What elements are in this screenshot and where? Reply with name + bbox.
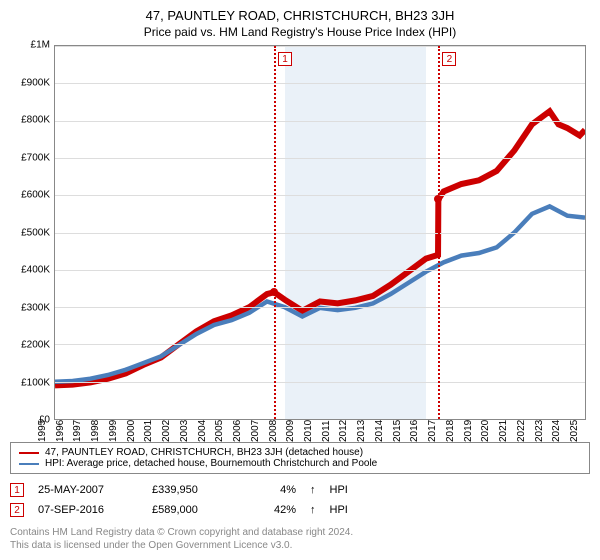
grid-line [55, 233, 585, 234]
x-tick-label: 2001 [143, 420, 154, 442]
y-tick-label: £700K [21, 152, 50, 163]
x-tick-label: 2007 [250, 420, 261, 442]
event-vline [438, 46, 440, 419]
x-tick-label: 2003 [179, 420, 190, 442]
x-tick-label: 1996 [55, 420, 66, 442]
event-marker: 1 [278, 52, 292, 66]
grid-line [55, 195, 585, 196]
arrow-up-icon: ↑ [310, 504, 316, 516]
legend-item: 47, PAUNTLEY ROAD, CHRISTCHURCH, BH23 3J… [19, 447, 581, 458]
legend: 47, PAUNTLEY ROAD, CHRISTCHURCH, BH23 3J… [10, 442, 590, 474]
event-marker: 2 [442, 52, 456, 66]
arrow-up-icon: ↑ [310, 484, 316, 496]
grid-line [55, 344, 585, 345]
sale-index: 1 [10, 483, 24, 497]
legend-label: 47, PAUNTLEY ROAD, CHRISTCHURCH, BH23 3J… [45, 447, 363, 458]
x-tick-label: 2020 [480, 420, 491, 442]
grid-line [55, 382, 585, 383]
x-tick-label: 2004 [197, 420, 208, 442]
chart-container: 47, PAUNTLEY ROAD, CHRISTCHURCH, BH23 3J… [0, 0, 600, 560]
footer-line1: Contains HM Land Registry data © Crown c… [10, 526, 590, 539]
x-tick-label: 2024 [551, 420, 562, 442]
x-tick-label: 2002 [161, 420, 172, 442]
y-tick-label: £800K [21, 115, 50, 126]
x-tick-label: 2008 [268, 420, 279, 442]
y-tick-label: £100K [21, 377, 50, 388]
x-tick-label: 2022 [516, 420, 527, 442]
x-tick-label: 2009 [285, 420, 296, 442]
plot-area: 12 [54, 45, 586, 420]
x-tick-label: 2000 [126, 420, 137, 442]
grid-line [55, 270, 585, 271]
legend-swatch [19, 452, 39, 454]
sale-price: £339,950 [152, 484, 232, 496]
x-tick-label: 2017 [427, 420, 438, 442]
grid-line [55, 46, 585, 47]
sale-row: 2 07-SEP-2016 £589,000 42% ↑ HPI [10, 500, 590, 520]
x-tick-label: 2012 [338, 420, 349, 442]
y-tick-label: £200K [21, 340, 50, 351]
y-tick-label: £500K [21, 227, 50, 238]
y-tick-label: £400K [21, 265, 50, 276]
sale-vs: HPI [330, 484, 348, 496]
x-tick-label: 2018 [445, 420, 456, 442]
chart-title: 47, PAUNTLEY ROAD, CHRISTCHURCH, BH23 3J… [10, 8, 590, 23]
y-tick-label: £1M [31, 40, 50, 51]
x-tick-label: 2025 [569, 420, 580, 442]
event-vline [274, 46, 276, 419]
y-tick-label: £600K [21, 190, 50, 201]
x-tick-label: 1997 [72, 420, 83, 442]
sales-table: 1 25-MAY-2007 £339,950 4% ↑ HPI 2 07-SEP-2016 £5… [10, 480, 590, 520]
sale-row: 1 25-MAY-2007 £339,950 4% ↑ HPI [10, 480, 590, 500]
y-tick-label: £900K [21, 77, 50, 88]
x-tick-label: 2016 [409, 420, 420, 442]
sale-diff: 42% [246, 504, 296, 516]
y-tick-label: £300K [21, 302, 50, 313]
event-dot [434, 195, 442, 203]
x-axis: 1995199619971998199920002001200220032004… [54, 420, 586, 438]
x-tick-label: 2019 [463, 420, 474, 442]
sale-vs: HPI [330, 504, 348, 516]
x-tick-label: 1998 [90, 420, 101, 442]
x-tick-label: 1999 [108, 420, 119, 442]
grid-line [55, 307, 585, 308]
sale-diff: 4% [246, 484, 296, 496]
x-tick-label: 2011 [321, 420, 332, 442]
grid-line [55, 121, 585, 122]
chart-subtitle: Price paid vs. HM Land Registry's House … [10, 25, 590, 39]
x-tick-label: 2014 [374, 420, 385, 442]
x-tick-label: 2006 [232, 420, 243, 442]
footer: Contains HM Land Registry data © Crown c… [10, 526, 590, 552]
legend-item: HPI: Average price, detached house, Bour… [19, 458, 581, 469]
grid-line [55, 158, 585, 159]
event-dot [270, 288, 278, 296]
footer-line2: This data is licensed under the Open Gov… [10, 539, 590, 552]
sale-date: 25-MAY-2007 [38, 484, 138, 496]
chart-area: £0£100K£200K£300K£400K£500K£600K£700K£80… [10, 45, 590, 438]
x-tick-label: 2013 [356, 420, 367, 442]
sale-index: 2 [10, 503, 24, 517]
legend-label: HPI: Average price, detached house, Bour… [45, 458, 377, 469]
x-tick-label: 1995 [37, 420, 48, 442]
x-tick-label: 2023 [534, 420, 545, 442]
sale-price: £589,000 [152, 504, 232, 516]
grid-line [55, 83, 585, 84]
sale-date: 07-SEP-2016 [38, 504, 138, 516]
y-axis: £0£100K£200K£300K£400K£500K£600K£700K£80… [10, 45, 54, 420]
x-tick-label: 2005 [214, 420, 225, 442]
x-tick-label: 2015 [392, 420, 403, 442]
title-area: 47, PAUNTLEY ROAD, CHRISTCHURCH, BH23 3J… [10, 8, 590, 39]
legend-swatch [19, 463, 39, 465]
x-tick-label: 2010 [303, 420, 314, 442]
x-tick-label: 2021 [498, 420, 509, 442]
